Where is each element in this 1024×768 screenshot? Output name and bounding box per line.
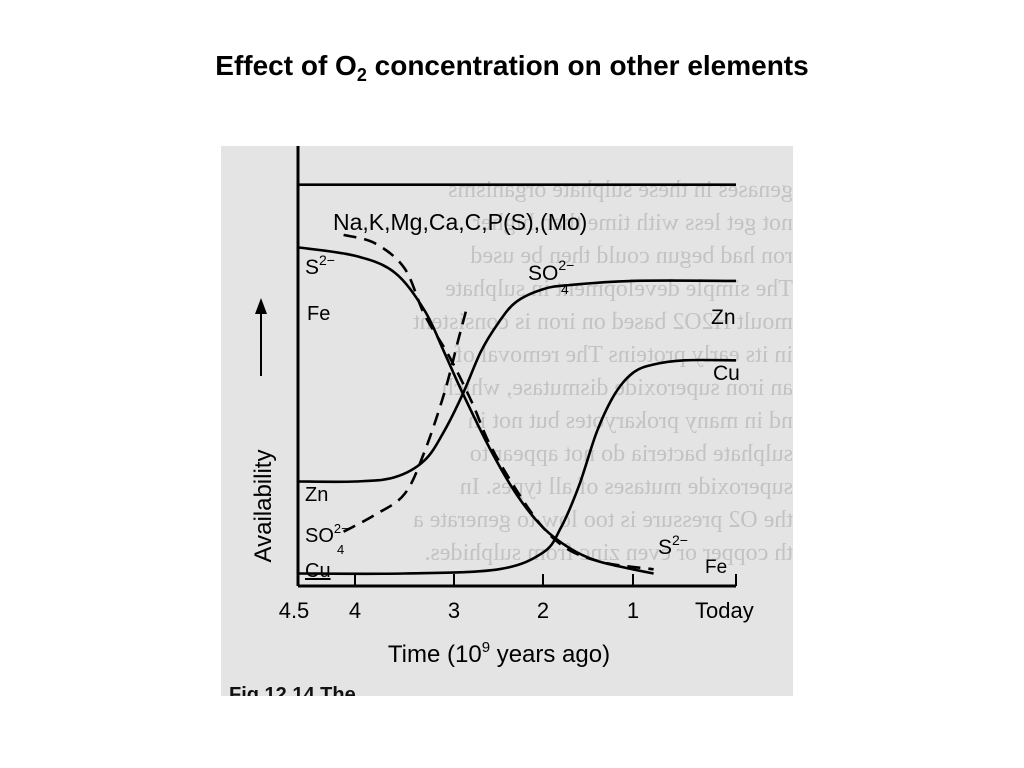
x-tick-label: 2: [537, 598, 549, 623]
label-so4-right: SO2−: [528, 257, 574, 285]
y-axis-label: Availability: [250, 450, 277, 563]
label-s-right: S2−: [658, 532, 688, 559]
label-so4-left-main: SO: [305, 525, 334, 547]
label-so4-right-main: SO: [528, 262, 558, 285]
label-so4-left: SO2−: [305, 521, 349, 547]
x-axis-label-main: Time (10: [388, 641, 482, 668]
x-tick-label: 4.5: [279, 598, 310, 623]
series-line-so4-2: [342, 305, 469, 533]
label-s-right-sup: 2−: [672, 532, 688, 548]
label-fe-left: Fe: [307, 303, 330, 325]
scanned-figure: genases in these sulphate organisms not g…: [221, 146, 793, 696]
label-cu-left: Cu: [305, 560, 331, 582]
y-axis-label-group: Availability: [250, 298, 277, 562]
label-s-left-sup: 2−: [319, 252, 335, 268]
title-part2: concentration on other elements: [366, 50, 809, 81]
figure-caption-fragment: Fig 12.14 The ...: [229, 684, 378, 696]
availability-chart: 4.5 4 3 2 1 Today Availability Time (109 year…: [250, 146, 754, 668]
series-line-s2: [343, 233, 654, 571]
label-cu-right: Cu: [713, 362, 740, 385]
x-tick-label: 4: [349, 598, 361, 623]
title-subscript: 2: [356, 65, 367, 85]
label-fe-right: Fe: [705, 557, 727, 578]
x-tick-label: 1: [627, 598, 639, 623]
x-axis-label-tail: years ago): [490, 641, 610, 668]
x-axis-label: Time (109 years ago): [388, 639, 610, 668]
x-tick-label: Today: [695, 598, 754, 623]
title-part1: Effect of O: [215, 50, 357, 81]
series-group: [297, 183, 737, 576]
y-arrow-head: [255, 298, 267, 314]
label-so4-left-sub: 4: [337, 542, 344, 557]
label-s-left-main: S: [305, 256, 319, 279]
x-axis-label-sup: 9: [482, 639, 490, 656]
label-top-group: Na,K,Mg,Ca,C,P(S),(Mo): [333, 209, 587, 235]
label-s-right-main: S: [658, 536, 672, 559]
series-line-zn: [297, 279, 737, 484]
label-zn-right: Zn: [711, 306, 736, 329]
chart-axes: [296, 146, 736, 588]
x-tick-label: 3: [448, 598, 460, 623]
series-line-fe: [297, 246, 654, 575]
label-s-left: S2−: [305, 252, 335, 279]
label-so4-right-sub: 4: [561, 281, 569, 297]
series-line-cu: [297, 358, 737, 576]
x-ticks: 4.5 4 3 2 1 Today: [279, 574, 754, 623]
slide-title: Effect of O2 concentration on other elem…: [0, 50, 1024, 86]
label-so4-left-sup: 2−: [334, 521, 349, 536]
label-zn-left: Zn: [305, 484, 328, 506]
label-so4-right-sup: 2−: [558, 257, 574, 273]
